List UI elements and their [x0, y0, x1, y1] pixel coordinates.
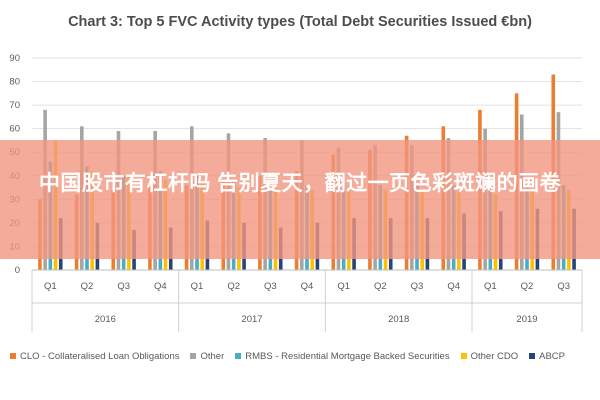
- promo-banner[interactable]: 中国股市有杠杆吗 告别夏天，翻过一页色彩斑斓的画卷: [0, 140, 600, 259]
- x-tick-label: Q4: [154, 281, 167, 292]
- chart-title: Chart 3: Top 5 FVC Activity types (Total…: [68, 14, 532, 30]
- legend-label: Other: [200, 351, 225, 362]
- legend-item: CLO - Collateralised Loan Obligations: [10, 351, 179, 362]
- legend-swatch: [529, 353, 536, 359]
- legend-swatch: [235, 353, 242, 359]
- promo-banner-text: 中国股市有杠杆吗 告别夏天，翻过一页色彩斑斓的画卷: [38, 172, 562, 195]
- x-tick-label: Q3: [117, 281, 130, 292]
- x-group-label: 2016: [95, 314, 116, 325]
- legend-label: CLO - Collateralised Loan Obligations: [20, 351, 180, 362]
- legend-label: RMBS - Residential Mortgage Backed Secur…: [245, 351, 450, 362]
- x-tick-label: Q1: [484, 281, 497, 292]
- legend-item: Other: [190, 351, 224, 362]
- legend-label: Other CDO: [470, 351, 519, 362]
- x-group-label: 2018: [388, 314, 409, 325]
- x-tick-label: Q3: [557, 281, 570, 292]
- legend-swatch: [460, 353, 467, 359]
- legend: CLO - Collateralised Loan Obligations Oth…: [10, 351, 595, 362]
- y-tick-label: 0: [15, 265, 20, 276]
- y-tick-label: 60: [9, 124, 20, 135]
- legend-label: ABCP: [539, 351, 565, 362]
- y-tick-label: 80: [9, 77, 20, 88]
- x-tick-label: Q2: [227, 281, 240, 292]
- y-tick-label: 70: [9, 100, 20, 111]
- x-tick-label: Q2: [81, 281, 94, 292]
- x-tick-label: Q3: [411, 281, 424, 292]
- x-tick-label: Q1: [191, 281, 204, 292]
- x-tick-label: Q2: [374, 281, 387, 292]
- x-tick-label: Q4: [301, 281, 314, 292]
- x-tick-label: Q4: [447, 281, 460, 292]
- legend-item: ABCP: [529, 351, 565, 362]
- legend-item: Other CDO: [460, 351, 519, 362]
- x-tick-label: Q3: [264, 281, 277, 292]
- x-tick-label: Q2: [521, 281, 534, 292]
- legend-swatch: [190, 353, 197, 359]
- y-tick-label: 90: [9, 53, 20, 64]
- x-axis: Q1 Q2 Q3 Q4 Q1 Q2 Q3 Q4 Q1 Q2 Q3 Q4 Q1 Q2 Q3 2016 2017 20…: [31, 269, 583, 332]
- legend-item: RMBS - Residential Mortgage Backed Secur…: [235, 351, 450, 362]
- legend-swatch: [10, 353, 16, 359]
- x-group-label: 2017: [241, 314, 262, 325]
- x-group-label: 2019: [516, 314, 537, 325]
- x-tick-label: Q1: [44, 281, 57, 292]
- x-tick-label: Q1: [337, 281, 350, 292]
